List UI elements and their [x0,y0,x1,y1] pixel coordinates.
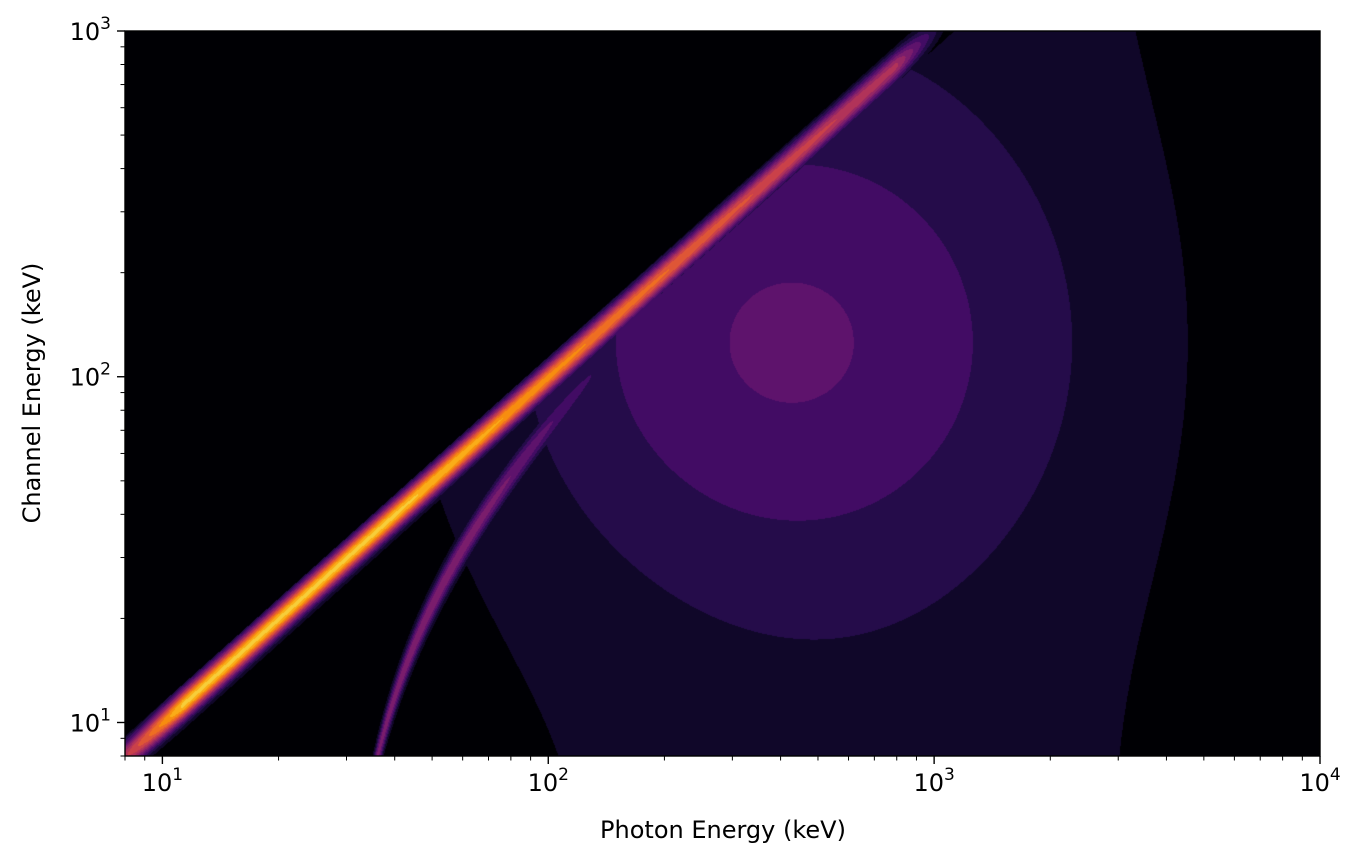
heatmap-image [125,31,1320,756]
plot-frame [124,30,1321,757]
y-axis-label: Channel Energy (keV) [18,263,46,524]
x-tick-label: 102 [528,765,569,797]
x-axis-label: Photon Energy (keV) [600,816,846,844]
x-tick-label: 103 [913,765,954,797]
x-axis: 101 102 103 104 [124,756,1341,797]
y-tick-label: 103 [70,14,111,46]
y-tick-label: 102 [70,360,111,392]
heatmap-plot-area [125,31,1320,756]
y-tick-label: 101 [70,705,111,737]
y-axis: 101 102 103 [70,14,125,757]
x-tick-label: 104 [1299,765,1340,797]
x-tick-label: 101 [142,765,183,797]
